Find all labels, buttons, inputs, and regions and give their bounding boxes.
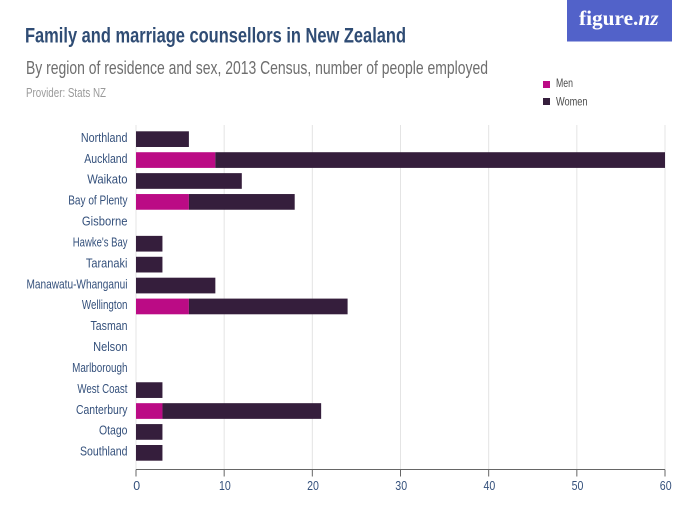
svg-text:Waikato: Waikato <box>87 173 127 187</box>
svg-text:Marlborough: Marlborough <box>72 361 127 375</box>
svg-text:Hawke's Bay: Hawke's Bay <box>73 235 128 249</box>
svg-text:Canterbury: Canterbury <box>76 403 128 417</box>
svg-text:West Coast: West Coast <box>77 382 128 396</box>
svg-text:40: 40 <box>483 479 495 493</box>
svg-text:Bay of Plenty: Bay of Plenty <box>68 194 128 208</box>
svg-text:Southland: Southland <box>80 445 128 459</box>
svg-text:20: 20 <box>307 479 319 493</box>
svg-text:Nelson: Nelson <box>93 340 127 354</box>
svg-text:Auckland: Auckland <box>84 152 127 166</box>
svg-text:Taranaki: Taranaki <box>86 256 128 270</box>
svg-text:30: 30 <box>395 479 407 493</box>
svg-text:Manawatu-Whanganui: Manawatu-Whanganui <box>27 277 128 291</box>
svg-text:Otago: Otago <box>99 424 128 438</box>
svg-text:Wellington: Wellington <box>82 298 128 312</box>
svg-text:0: 0 <box>133 479 140 493</box>
svg-text:10: 10 <box>219 479 231 493</box>
svg-text:By region of residence and sex: By region of residence and sex, 2013 Cen… <box>26 58 488 78</box>
svg-text:figure.nz: figure.nz <box>579 6 659 30</box>
svg-text:Provider: Stats NZ: Provider: Stats NZ <box>26 85 106 100</box>
svg-text:50: 50 <box>572 479 584 493</box>
svg-text:60: 60 <box>660 479 672 493</box>
svg-text:Men: Men <box>556 78 573 90</box>
svg-text:Tasman: Tasman <box>91 319 128 333</box>
svg-text:Northland: Northland <box>81 131 128 145</box>
svg-text:Gisborne: Gisborne <box>82 215 128 229</box>
svg-text:Women: Women <box>556 96 588 108</box>
svg-text:Family and marriage counsellor: Family and marriage counsellors in New Z… <box>25 25 406 48</box>
